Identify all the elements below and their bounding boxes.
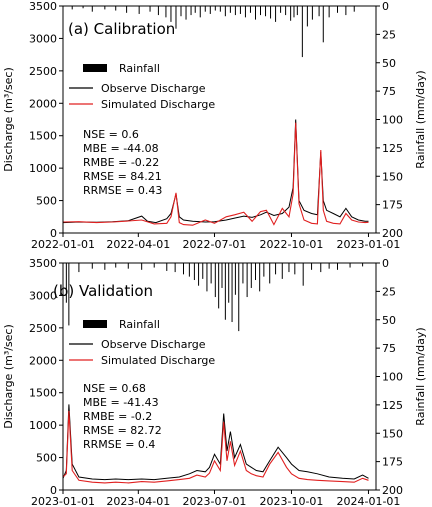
x-tick-label: 2022-10-01 — [260, 238, 324, 251]
y-tick-label: 1500 — [29, 387, 57, 400]
x-tick-label: 2023-04-01 — [106, 495, 170, 507]
legend-label: Observe Discharge — [101, 82, 206, 95]
y2-tick-label: 0 — [382, 0, 389, 13]
stats-annotation: RMBE = -0.22 — [83, 156, 159, 169]
stats-annotation: RRMSE = 0.4 — [83, 438, 155, 451]
y-tick-label: 2500 — [29, 65, 57, 78]
x-tick-label: 2023-07-01 — [183, 495, 247, 507]
stats-annotation: RRMSE = 0.43 — [83, 184, 162, 197]
legend-rainfall-swatch — [83, 320, 107, 328]
x-tick-label: 2022-04-01 — [106, 238, 170, 251]
y2-tick-label: 25 — [382, 28, 396, 41]
y2-tick-label: 125 — [382, 142, 403, 155]
y-tick-label: 500 — [36, 452, 57, 465]
x-tick-label: 2022-01-01 — [31, 238, 95, 251]
y-tick-label: 3500 — [29, 257, 57, 270]
y-tick-label: 500 — [36, 195, 57, 208]
y-tick-label: 3000 — [29, 32, 57, 45]
plot-frame — [62, 5, 377, 234]
stats-annotation: RMSE = 82.72 — [83, 424, 162, 437]
y-axis-label: Discharge (m³/sec) — [2, 324, 15, 429]
y2-axis-label: Rainfall (mm/day) — [414, 70, 427, 168]
y2-tick-label: 50 — [382, 314, 396, 327]
y2-tick-label: 100 — [382, 371, 403, 384]
y2-tick-label: 150 — [382, 427, 403, 440]
stats-annotation: RMSE = 84.21 — [83, 170, 162, 183]
y-tick-label: 1000 — [29, 162, 57, 175]
y-tick-label: 1000 — [29, 419, 57, 432]
x-tick-label: 2023-01-01 — [31, 495, 95, 507]
legend-label: Rainfall — [119, 62, 160, 75]
y-tick-label: 0 — [50, 227, 57, 240]
observe-discharge-line — [62, 119, 369, 224]
y-axis-label: Discharge (m³/sec) — [2, 67, 15, 172]
simulated-discharge-line — [62, 122, 369, 226]
y-tick-label: 2000 — [29, 97, 57, 110]
panel-validation: 0 500 1000 1500 2000 2500 3000 3500 0 25 50 75 100 12… — [2, 257, 427, 507]
y-tick-label: 3000 — [29, 289, 57, 302]
legend-label: Simulated Discharge — [101, 98, 215, 111]
y-tick-label: 1500 — [29, 130, 57, 143]
y-tick-label: 2500 — [29, 322, 57, 335]
legend-label: Simulated Discharge — [101, 354, 215, 367]
y2-tick-label: 175 — [382, 199, 403, 212]
legend-label: Observe Discharge — [101, 338, 206, 351]
y2-tick-label: 100 — [382, 114, 403, 127]
y2-tick-label: 75 — [382, 85, 396, 98]
y2-tick-label: 175 — [382, 456, 403, 469]
panel-title: (a) Calibration — [68, 20, 175, 38]
legend-label: Rainfall — [119, 318, 160, 331]
stats-annotation: MBE = -41.43 — [83, 396, 159, 409]
y2-tick-label: 50 — [382, 57, 396, 70]
stats-annotation: NSE = 0.6 — [83, 128, 139, 141]
y2-tick-label: 125 — [382, 399, 403, 412]
x-tick-label: 2022-07-01 — [183, 238, 247, 251]
x-tick-label: 2024-01-01 — [336, 495, 400, 507]
x-tick-label: 2023-10-01 — [260, 495, 324, 507]
y2-tick-label: 75 — [382, 342, 396, 355]
observe-discharge-line — [62, 404, 369, 481]
y-tick-label: 3500 — [29, 0, 57, 13]
y2-axis-label: Rainfall (mm/day) — [414, 327, 427, 425]
y2-tick-label: 0 — [382, 257, 389, 270]
panel-calibration: 0 500 1000 1500 2000 2500 3000 3500 0 25 50 75 100 12… — [2, 0, 427, 251]
stats-annotation: MBE = -44.08 — [83, 142, 159, 155]
y2-tick-label: 200 — [382, 484, 403, 497]
y-tick-label: 2000 — [29, 354, 57, 367]
y2-tick-label: 200 — [382, 227, 403, 240]
stats-annotation: RMBE = -0.2 — [83, 410, 152, 423]
y-tick-label: 0 — [50, 484, 57, 497]
y2-tick-label: 25 — [382, 285, 396, 298]
legend-rainfall-swatch — [83, 64, 107, 72]
stats-annotation: NSE = 0.68 — [83, 382, 146, 395]
panel-title: (b) Validation — [53, 282, 153, 300]
simulated-discharge-line — [62, 410, 369, 484]
y2-tick-label: 150 — [382, 170, 403, 183]
x-tick-label: 2023-01-01 — [336, 238, 400, 251]
